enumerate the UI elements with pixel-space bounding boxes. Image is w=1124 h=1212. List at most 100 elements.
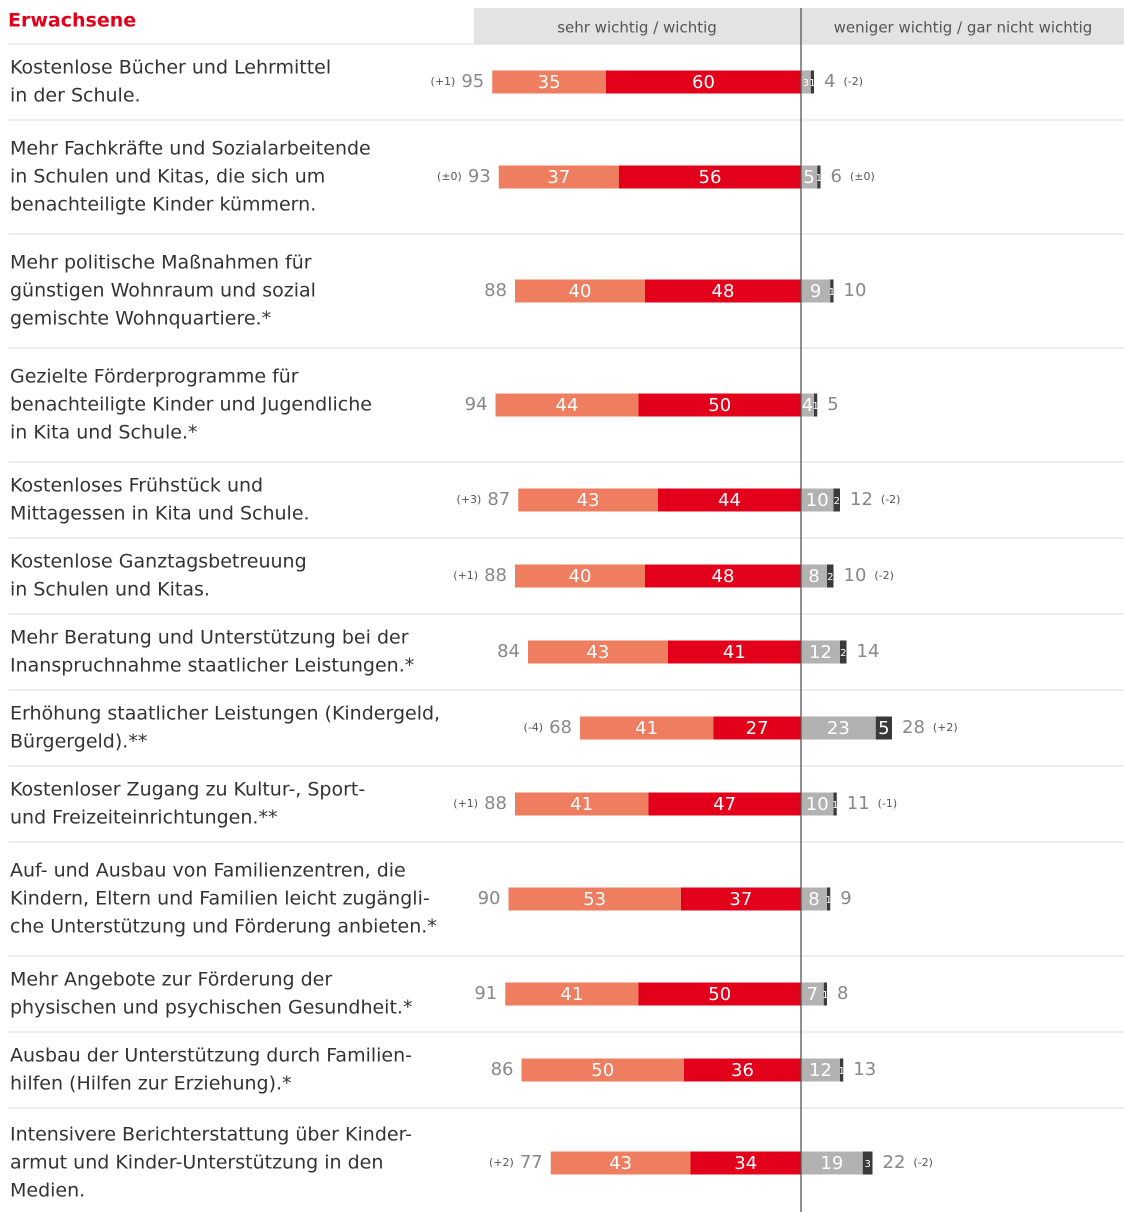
- total-left: 84: [497, 641, 520, 662]
- change-right: (-1): [878, 797, 898, 810]
- total-left: 77: [520, 1152, 543, 1173]
- segment-label: 10: [806, 794, 829, 815]
- bar-segment: [667, 640, 801, 664]
- segment-label: 41: [635, 718, 658, 739]
- bar-segment: [505, 982, 639, 1006]
- total-left: 87: [487, 489, 510, 510]
- total-right: 14: [857, 641, 880, 662]
- total-left: 68: [549, 717, 572, 738]
- total-left: 86: [491, 1059, 514, 1080]
- total-right: 11: [847, 793, 870, 814]
- bar-segment: [495, 393, 639, 417]
- bar-segment: [580, 716, 714, 740]
- bar-segment: [508, 887, 681, 911]
- segment-label: 44: [556, 395, 579, 416]
- segment-label: 1: [825, 895, 831, 906]
- total-left: 88: [484, 280, 507, 301]
- category-label: Kostenlose Ganztagsbetreuung: [10, 551, 307, 573]
- bar-segment: [833, 792, 837, 816]
- category-label: Medien.: [10, 1180, 85, 1202]
- total-right: 9: [840, 888, 851, 909]
- bar-segment: [840, 640, 847, 664]
- bar-segment: [515, 792, 649, 816]
- total-right: 28: [902, 717, 925, 738]
- bar-segment: [492, 70, 606, 94]
- change-left: (+1): [453, 797, 478, 810]
- total-right: 22: [883, 1152, 906, 1173]
- segment-label: 48: [712, 566, 735, 587]
- category-label: benachteiligte Kinder kümmern.: [10, 194, 316, 216]
- total-left: 93: [468, 166, 491, 187]
- segment-label: 1: [832, 800, 838, 811]
- segment-label: 50: [708, 395, 731, 416]
- category-label: in Schulen und Kitas.: [10, 579, 210, 601]
- segment-label: 23: [827, 718, 850, 739]
- segment-label: 19: [820, 1153, 843, 1174]
- segment-label: 37: [547, 167, 570, 188]
- bar-segment: [801, 1151, 863, 1175]
- segment-label: 47: [713, 794, 736, 815]
- segment-label: 41: [570, 794, 593, 815]
- segment-label: 35: [538, 72, 561, 93]
- change-right: (+2): [933, 721, 958, 734]
- category-label: in Kita und Schule.*: [10, 422, 198, 444]
- category-label: Kostenlose Bücher und Lehrmittel: [10, 57, 331, 79]
- change-left: (+3): [457, 493, 482, 506]
- category-label: hilfen (Hilfen zur Erziehung).*: [10, 1073, 292, 1095]
- bar-segment: [645, 279, 801, 303]
- segment-label: 1: [838, 1066, 844, 1077]
- bar-segment: [658, 488, 801, 512]
- segment-label: 7: [807, 984, 818, 1005]
- total-left: 88: [484, 565, 507, 586]
- segment-label: 40: [569, 566, 592, 587]
- bar-segment: [830, 279, 834, 303]
- total-left: 95: [461, 71, 484, 92]
- segment-label: 41: [560, 984, 583, 1005]
- category-label: Kindern, Eltern und Familien leicht zugä…: [10, 888, 430, 910]
- bar-segment: [801, 716, 876, 740]
- category-label: physischen und psychischen Gesundheit.*: [10, 997, 412, 1019]
- bar-segment: [521, 1058, 684, 1082]
- segment-label: 5: [803, 167, 814, 188]
- segment-label: 5: [878, 718, 889, 739]
- segment-label: 44: [718, 490, 741, 511]
- change-left: (+2): [489, 1156, 514, 1169]
- category-label: Mehr Fachkräfte und Sozialarbeitende: [10, 138, 371, 160]
- change-left: (-4): [524, 721, 544, 734]
- change-right: (-2): [843, 75, 863, 88]
- segment-label: 1: [822, 990, 828, 1001]
- category-label: benachteiligte Kinder und Jugendliche: [10, 394, 372, 416]
- category-label: Auf- und Ausbau von Familienzentren, die: [10, 860, 406, 882]
- total-right: 10: [844, 565, 867, 586]
- segment-label: 27: [746, 718, 769, 739]
- segment-label: 3: [803, 78, 809, 89]
- change-left: (+1): [453, 569, 478, 582]
- header-right: weniger wichtig / gar nicht wichtig: [834, 19, 1093, 37]
- bar-segment: [515, 279, 645, 303]
- segment-label: 37: [729, 889, 752, 910]
- bar-segment: [801, 640, 840, 664]
- total-right: 10: [844, 280, 867, 301]
- change-left: (+1): [431, 75, 456, 88]
- bar-segment: [713, 716, 801, 740]
- bar-segment: [550, 1151, 691, 1175]
- chart-title: Erwachsene: [8, 10, 136, 32]
- bar-segment: [810, 70, 814, 94]
- category-label: Inanspruchnahme staatlicher Leistungen.*: [10, 655, 414, 677]
- change-right: (-2): [913, 1156, 933, 1169]
- bar-segment: [817, 165, 821, 189]
- bar-segment: [801, 488, 834, 512]
- category-label: Intensivere Berichterstattung über Kinde…: [10, 1124, 412, 1146]
- bar-segment: [875, 716, 892, 740]
- segment-label: 12: [809, 642, 832, 663]
- bar-segment: [645, 564, 801, 588]
- bar-segment: [619, 165, 801, 189]
- bar-segment: [862, 1151, 873, 1175]
- bar-segment: [680, 887, 801, 911]
- total-right: 12: [850, 489, 873, 510]
- segment-label: 8: [808, 889, 819, 910]
- total-right: 4: [824, 71, 835, 92]
- segment-label: 1: [812, 401, 818, 412]
- category-label: Mittagessen in Kita und Schule.: [10, 503, 310, 525]
